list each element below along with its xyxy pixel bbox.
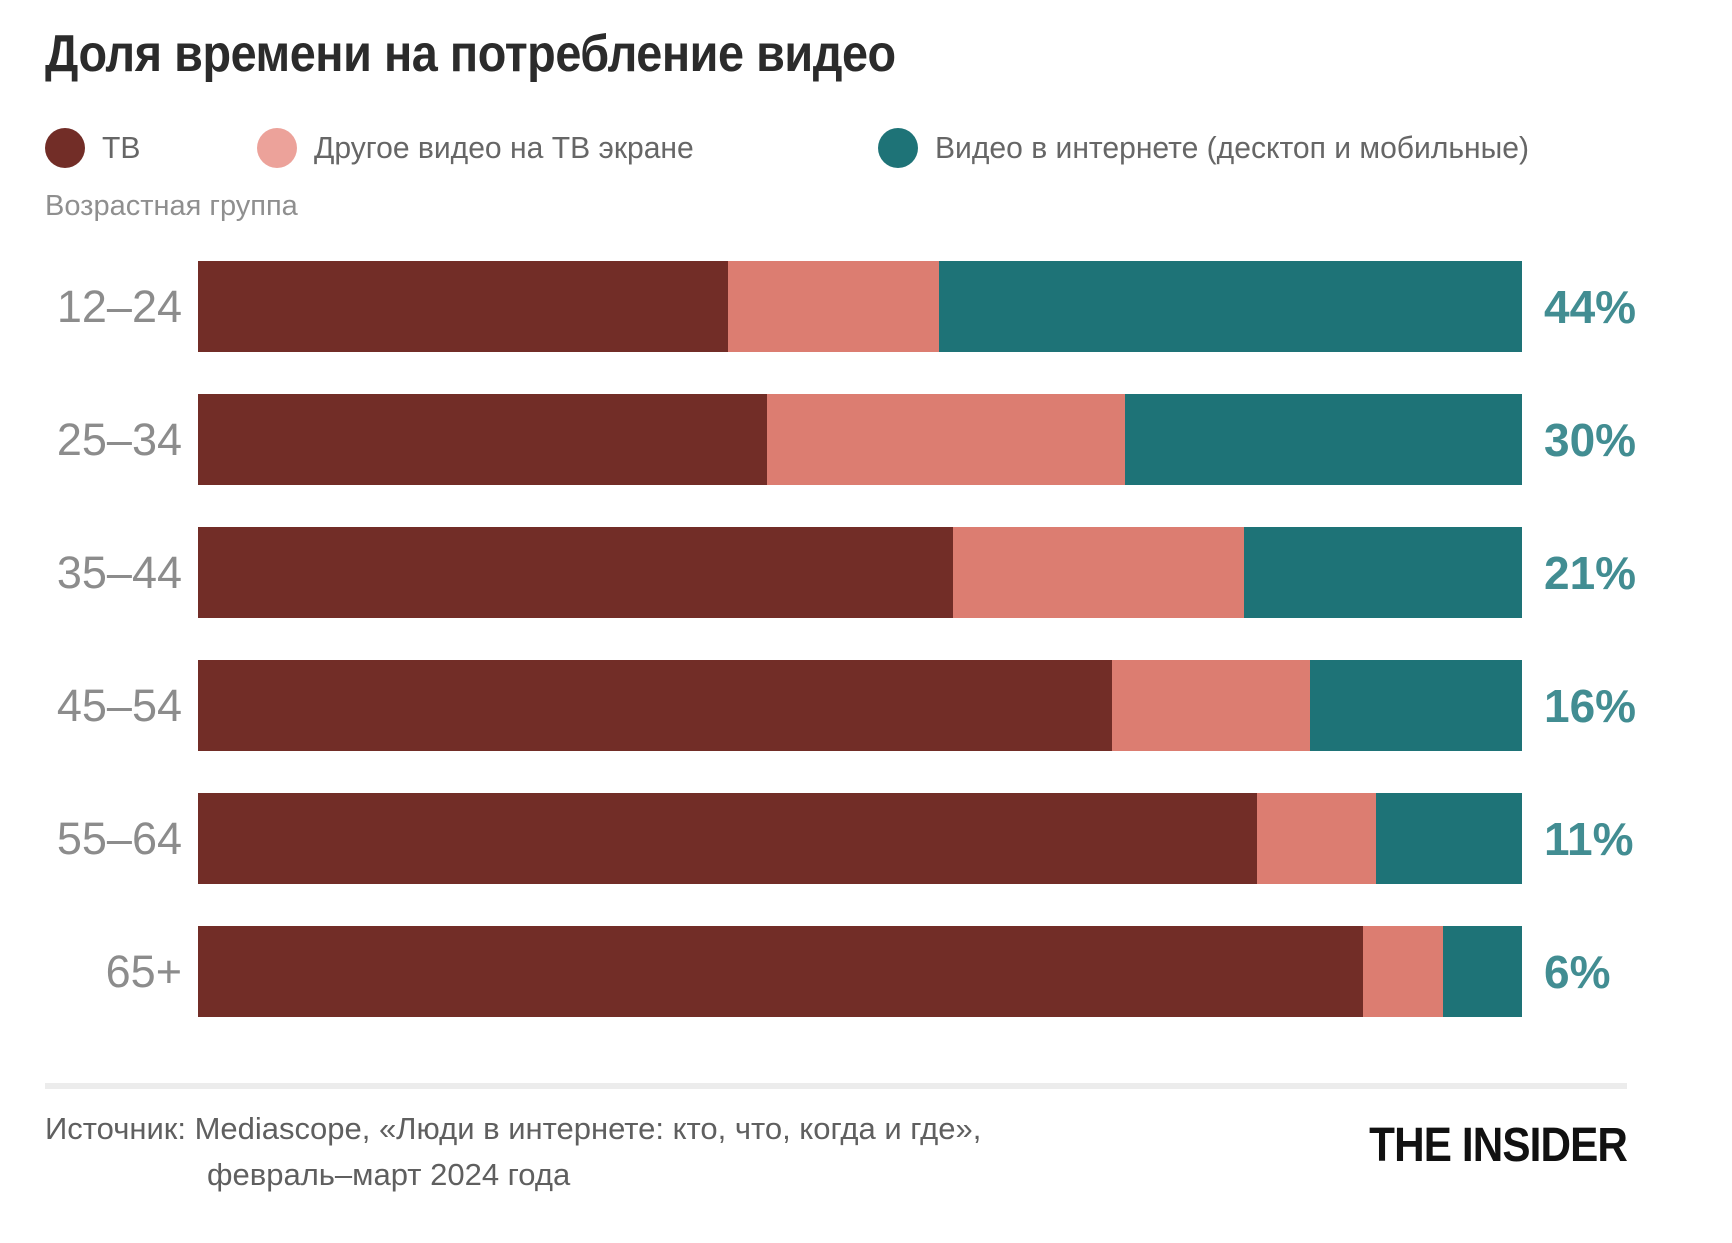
group-axis-label: Возрастная группа	[45, 190, 298, 222]
bar-segment	[1310, 660, 1522, 751]
stacked-bar	[198, 660, 1522, 751]
source-note: Источник: Mediascope, «Люди в интернете:…	[45, 1106, 981, 1198]
legend-item-tv: ТВ	[45, 128, 142, 168]
chart-row: 25–34 30%	[45, 394, 1636, 485]
source-line-2: февраль–март 2024 года	[207, 1157, 571, 1192]
value-label: 16%	[1544, 679, 1637, 732]
stacked-bar	[198, 261, 1522, 352]
bar-segment	[1257, 793, 1377, 884]
stacked-bar	[198, 793, 1522, 884]
category-label: 65+	[105, 945, 182, 997]
value-label: 6%	[1544, 945, 1611, 998]
bar-segment	[1376, 793, 1522, 884]
category-label: 25–34	[56, 413, 182, 465]
chart-row: 45–54 16%	[45, 660, 1636, 751]
stacked-bar	[198, 926, 1522, 1017]
source-line-1: Источник: Mediascope, «Люди в интернете:…	[45, 1111, 982, 1146]
legend-item-other-video: Другое видео на ТВ экране	[257, 128, 706, 168]
bar-segment	[1111, 660, 1311, 751]
legend-item-internet-video: Видео в интернете (десктоп и мобильные)	[878, 128, 1547, 168]
category-label: 55–64	[56, 812, 182, 864]
category-label: 35–44	[56, 546, 182, 598]
chart-row: 35–44 21%	[45, 527, 1636, 618]
chart-row: 55–64 11%	[45, 793, 1636, 884]
internet-video-dot-icon	[878, 128, 918, 168]
legend: ТВ Другое видео на ТВ экране Видео в инт…	[0, 128, 1732, 172]
legend-label-tv: ТВ	[102, 130, 141, 165]
value-label: 21%	[1544, 546, 1637, 599]
legend-label-other-video: Другое видео на ТВ экране	[314, 130, 694, 165]
bar-segment	[198, 926, 1364, 1017]
bar-segment	[198, 394, 768, 485]
tv-dot-icon	[45, 128, 85, 168]
chart-row: 12–24 44%	[45, 261, 1636, 352]
bar-segment	[1442, 926, 1522, 1017]
bar-segment	[939, 261, 1522, 352]
footer-divider	[45, 1083, 1627, 1089]
bar-segment	[727, 261, 940, 352]
value-label: 11%	[1544, 812, 1634, 865]
other-video-dot-icon	[257, 128, 297, 168]
chart-row: 65+ 6%	[45, 926, 1636, 1017]
stacked-bar	[198, 394, 1522, 485]
the-insider-logo: THE INSIDER	[1369, 1119, 1628, 1172]
bar-segment	[952, 527, 1244, 618]
value-label: 30%	[1544, 413, 1637, 466]
stacked-bar-chart: 12–24 44% 25–34 30% 35–44 21% 45–54 16% 55–64 11%…	[45, 261, 1636, 1017]
bar-segment	[1124, 394, 1522, 485]
value-label: 44%	[1544, 280, 1637, 333]
legend-label-internet-video: Видео в интернете (десктоп и мобильные)	[935, 130, 1530, 165]
bar-segment	[198, 793, 1258, 884]
bar-segment	[1243, 527, 1522, 618]
bar-segment	[198, 660, 1112, 751]
bar-segment	[198, 261, 728, 352]
bar-segment	[767, 394, 1125, 485]
bar-segment	[1363, 926, 1443, 1017]
stacked-bar	[198, 527, 1522, 618]
category-label: 45–54	[56, 679, 182, 731]
category-label: 12–24	[56, 280, 182, 332]
bar-segment	[198, 527, 953, 618]
page-title: Доля времени на потребление видео	[45, 25, 896, 83]
